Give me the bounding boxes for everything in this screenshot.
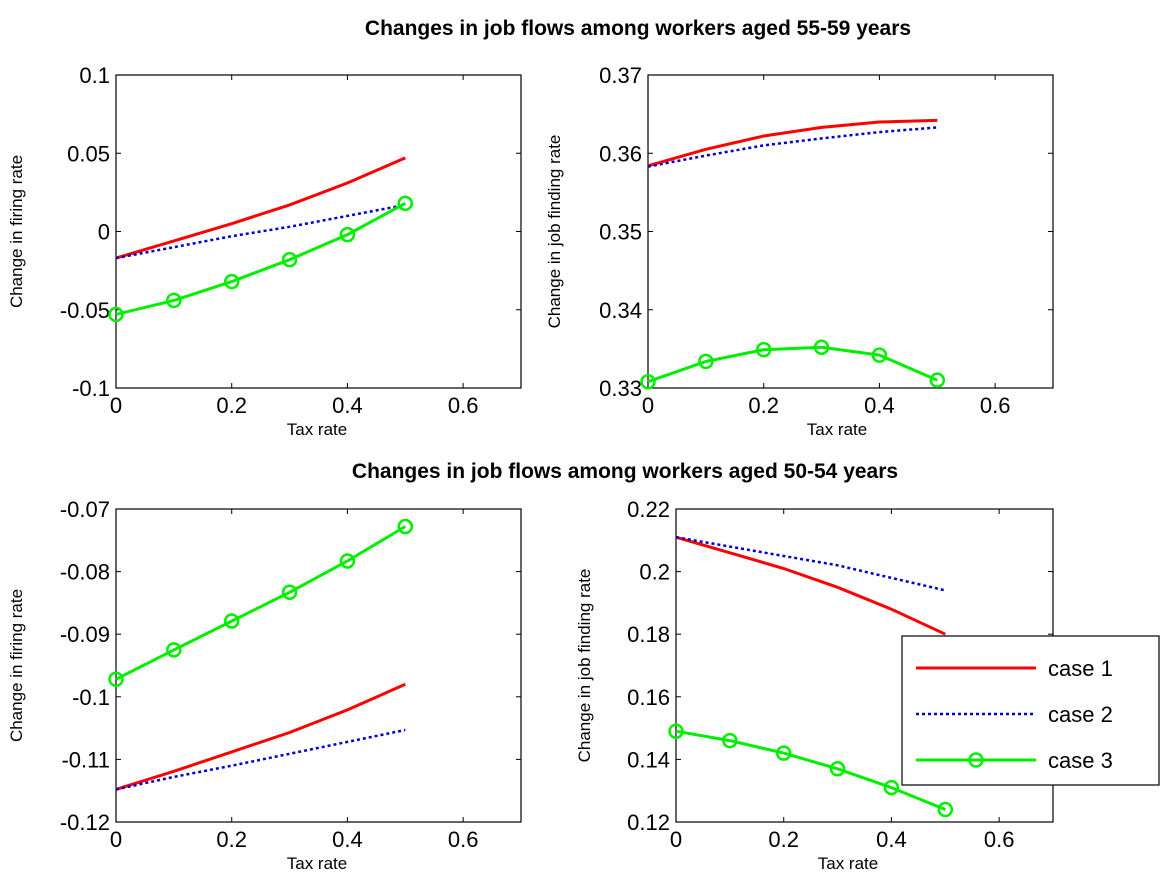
case-3-marker [339,226,356,243]
legend: case 1 case 2 case 3 [901,635,1160,786]
x-axis-label: Tax rate [818,854,878,873]
y-axis-label: Change in firing rate [7,589,26,742]
y-tick-label: -0.07 [60,497,110,522]
case-3-marker [223,273,240,290]
case-3-marker [775,745,792,761]
case-3-marker [397,195,414,212]
x-tick-label: 0.4 [864,393,895,418]
case-3-marker [755,341,772,358]
x-axis-label: Tax rate [287,854,347,873]
x-tick-label: 0.2 [216,393,247,418]
y-tick-label: 0.22 [627,497,670,522]
x-tick-label: 0 [110,393,122,418]
plot-2: 0 0.2 0.4 0.6 0.33 0.34 0.35 0.36 0.37 Tax rate Ch… [545,63,1054,439]
series-line-case-1 [115,682,406,791]
x-tick-label: 0 [110,827,122,852]
case-3-marker [339,553,356,569]
y-tick-label: -0.1 [72,376,110,401]
x-tick-label: 0.6 [448,393,479,418]
y-tick-label: 0.1 [79,63,110,88]
y-tick-label: 0.05 [67,141,110,166]
case-3-marker [871,347,888,363]
series-line-case-3 [115,201,407,316]
x-tick-label: 0.4 [332,393,363,418]
series-line-case-2 [647,126,938,168]
series-line-case-2 [115,728,406,791]
y-tick-label: -0.12 [60,810,110,835]
x-tick-label: 0.4 [332,827,363,852]
legend-box [901,635,1160,786]
legend-label-case-2: case 2 [1048,702,1113,727]
case-3-marker [281,584,298,601]
series-line-case-2 [675,535,946,592]
suptitle-top: Changes in job flows among workers aged … [365,17,911,40]
x-tick-label: 0.2 [216,827,247,852]
x-tick-label: 0.2 [748,393,779,418]
case-3-marker [223,613,240,629]
legend-label-case-1: case 1 [1048,656,1113,681]
y-tick-label: -0.1 [72,685,110,710]
plot-1: 0 0.2 0.4 0.6 -0.1 -0.05 0 0.05 0.1 Tax rate Chang… [7,63,522,439]
series-line-case-1 [115,156,406,260]
case-3-marker [166,642,182,658]
y-axis-label: Change in job finding rate [545,135,564,329]
y-tick-label: 0.36 [599,141,642,166]
suptitle-bottom: Changes in job flows among workers aged … [352,460,898,483]
y-tick-label: 0.37 [599,63,642,88]
case-3-marker [166,292,182,309]
plot-4: 0 0.2 0.4 0.6 0.12 0.14 0.16 0.18 0.2 0.22 Tax rat… [575,497,1160,873]
y-tick-label: 0.14 [627,747,670,772]
series-line-case-3 [115,525,407,681]
x-tick-label: 0.6 [980,393,1011,418]
y-tick-label: 0.16 [627,685,670,710]
y-tick-label: 0.2 [639,560,670,585]
y-tick-label: -0.05 [60,298,110,323]
case-3-marker [937,801,954,818]
case-3-marker [813,339,830,356]
case-3-marker [929,372,946,388]
x-axis-label: Tax rate [807,420,867,439]
y-axis-label: Change in firing rate [7,155,26,308]
case-3-marker [668,723,684,739]
y-tick-label: -0.08 [60,560,110,585]
x-axis-label: Tax rate [287,420,347,439]
x-tick-label: 0.6 [448,827,479,852]
series-line-case-3 [675,729,946,811]
y-tick-label: 0.33 [599,376,642,401]
case-3-marker [281,251,298,268]
case-3-marker [722,732,738,749]
series-line-case-2 [115,203,406,260]
x-tick-label: 0.6 [984,827,1015,852]
case-3-marker [829,761,846,777]
y-tick-label: 0 [98,220,110,245]
legend-label-case-3: case 3 [1048,748,1113,773]
case-3-marker [108,306,124,323]
series-line-case-3 [647,345,938,384]
y-tick-label: 0.18 [627,622,670,647]
y-tick-label: -0.09 [60,622,110,647]
x-tick-label: 0 [642,393,654,418]
case-3-marker [108,671,124,688]
case-3-marker [698,353,714,370]
legend-marker-case-3 [968,752,984,768]
axes-box [115,508,522,823]
series-line-case-1 [675,535,946,636]
plot-3: 0 0.2 0.4 0.6 -0.12 -0.11 -0.1 -0.09 -0.08 -0.07 T… [7,497,522,873]
x-tick-label: 0.4 [876,827,907,852]
y-axis-label: Change in job finding rate [575,569,594,763]
case-3-marker [397,518,414,535]
x-tick-label: 0 [670,827,682,852]
case-3-marker [883,779,900,796]
y-tick-label: 0.34 [599,298,642,323]
y-tick-label: 0.12 [627,810,670,835]
case-3-marker [640,373,656,390]
y-tick-label: -0.11 [61,747,110,772]
x-tick-label: 0.2 [768,827,799,852]
series-line-case-1 [647,118,938,168]
axes-box [115,74,522,389]
y-tick-label: 0.35 [599,220,642,245]
axes-box [647,74,1054,389]
